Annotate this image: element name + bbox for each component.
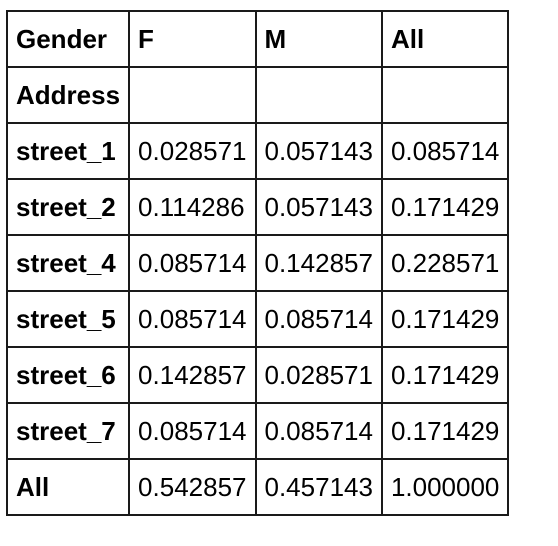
cell-all: 0.171429 bbox=[380, 346, 510, 404]
table-row: street_7 0.085714 0.085714 0.171429 bbox=[5, 402, 510, 460]
cell-f: 0.085714 bbox=[128, 402, 257, 460]
cell-m: 0.057143 bbox=[254, 122, 383, 180]
cell-all: 0.171429 bbox=[380, 290, 510, 348]
cell-f: 0.142857 bbox=[128, 346, 257, 404]
empty-cell bbox=[380, 66, 510, 124]
cell-m: 0.085714 bbox=[254, 290, 383, 348]
row-index-name: Address bbox=[5, 66, 131, 124]
table-row: street_2 0.114286 0.057143 0.171429 bbox=[5, 178, 510, 236]
cell-m: 0.085714 bbox=[254, 402, 383, 460]
empty-cell bbox=[254, 66, 383, 124]
crosstab-table-container: Gender F M All Address street_1 0.028571… bbox=[5, 10, 510, 516]
row-label: street_4 bbox=[5, 234, 131, 292]
cell-all: 1.000000 bbox=[380, 458, 510, 516]
index-name-row: Address bbox=[5, 66, 510, 124]
crosstab-table: Gender F M All Address street_1 0.028571… bbox=[5, 10, 510, 516]
column-header-all: All bbox=[380, 10, 510, 68]
cell-all: 0.171429 bbox=[380, 402, 510, 460]
cell-f: 0.542857 bbox=[128, 458, 257, 516]
table-row: street_6 0.142857 0.028571 0.171429 bbox=[5, 346, 510, 404]
cell-all: 0.085714 bbox=[380, 122, 510, 180]
cell-m: 0.057143 bbox=[254, 178, 383, 236]
cell-all: 0.228571 bbox=[380, 234, 510, 292]
cell-f: 0.028571 bbox=[128, 122, 257, 180]
totals-row: All 0.542857 0.457143 1.000000 bbox=[5, 458, 510, 516]
cell-m: 0.142857 bbox=[254, 234, 383, 292]
row-label: street_1 bbox=[5, 122, 131, 180]
cell-all: 0.171429 bbox=[380, 178, 510, 236]
column-header-f: F bbox=[128, 10, 257, 68]
table-row: street_1 0.028571 0.057143 0.085714 bbox=[5, 122, 510, 180]
row-label: street_6 bbox=[5, 346, 131, 404]
cell-m: 0.028571 bbox=[254, 346, 383, 404]
cell-f: 0.114286 bbox=[128, 178, 257, 236]
cell-f: 0.085714 bbox=[128, 290, 257, 348]
empty-cell bbox=[128, 66, 257, 124]
column-index-name: Gender bbox=[5, 10, 131, 68]
cell-m: 0.457143 bbox=[254, 458, 383, 516]
column-header-m: M bbox=[254, 10, 383, 68]
table-row: street_4 0.085714 0.142857 0.228571 bbox=[5, 234, 510, 292]
cell-f: 0.085714 bbox=[128, 234, 257, 292]
header-row: Gender F M All bbox=[5, 10, 510, 68]
table-row: street_5 0.085714 0.085714 0.171429 bbox=[5, 290, 510, 348]
row-label: street_5 bbox=[5, 290, 131, 348]
row-label: street_7 bbox=[5, 402, 131, 460]
row-label: street_2 bbox=[5, 178, 131, 236]
row-label: All bbox=[5, 458, 131, 516]
